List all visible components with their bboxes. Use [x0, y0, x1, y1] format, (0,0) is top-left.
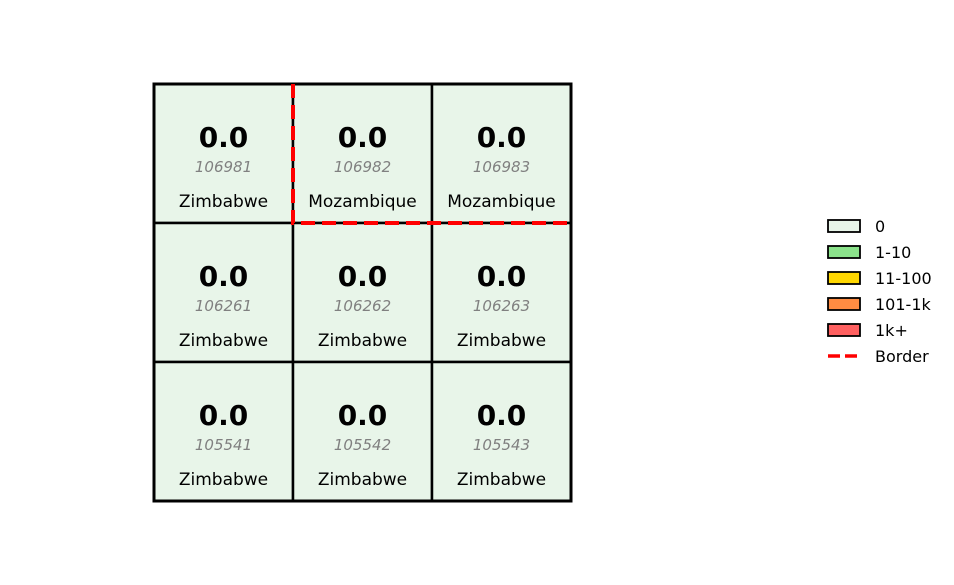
- cell-value: 0.0: [199, 260, 249, 293]
- cell-country: Zimbabwe: [179, 192, 268, 212]
- cell-value: 0.0: [338, 399, 388, 432]
- legend-swatch: [827, 323, 861, 337]
- legend-label: 1k+: [875, 321, 908, 340]
- cell-id: 105543: [473, 436, 530, 454]
- legend-entry: 1k+: [827, 321, 908, 340]
- cells-layer: 0.0 106981 Zimbabwe 0.0 106982 Mozambique 0.0 1…: [152, 82, 573, 503]
- cell-rect: [291, 360, 434, 503]
- legend-entry: 101-1k: [827, 295, 931, 314]
- cell-country: Zimbabwe: [179, 331, 268, 351]
- grid-cell: 0.0 106983 Mozambique: [430, 82, 573, 225]
- legend-label: 0: [875, 217, 885, 236]
- grid-cell: 0.0 105542 Zimbabwe: [291, 360, 434, 503]
- cell-value: 0.0: [338, 260, 388, 293]
- grid-cell: 0.0 106261 Zimbabwe: [152, 221, 295, 364]
- cell-country: Zimbabwe: [179, 470, 268, 490]
- cell-id: 106262: [334, 297, 391, 315]
- cell-value: 0.0: [477, 260, 527, 293]
- cell-country: Zimbabwe: [457, 470, 546, 490]
- legend-label: 11-100: [875, 269, 932, 288]
- cell-value: 0.0: [199, 399, 249, 432]
- legend-entry: 11-100: [827, 269, 932, 288]
- legend-swatch: [827, 245, 861, 259]
- legend-swatch: [827, 219, 861, 233]
- grid-cell: 0.0 106262 Zimbabwe: [291, 221, 434, 364]
- grid-cell: 0.0 105541 Zimbabwe: [152, 360, 295, 503]
- cell-value: 0.0: [477, 121, 527, 154]
- cell-country: Mozambique: [308, 192, 417, 212]
- grid-cell: 0.0 106263 Zimbabwe: [430, 221, 573, 364]
- cell-id: 105542: [334, 436, 391, 454]
- legend-label: 1-10: [875, 243, 911, 262]
- legend-entry: 0: [827, 217, 885, 236]
- cell-rect: [152, 82, 295, 225]
- grid-frame: [152, 82, 573, 503]
- cell-id: 105541: [195, 436, 252, 454]
- border-layer: [291, 84, 571, 225]
- cell-id: 106983: [473, 158, 530, 176]
- grid-cell: 0.0 105543 Zimbabwe: [430, 360, 573, 503]
- cell-id: 106261: [195, 297, 252, 315]
- cell-rect: [430, 221, 573, 364]
- cell-id: 106981: [195, 158, 252, 176]
- cell-id: 106263: [473, 297, 530, 315]
- country-border-line: [291, 84, 571, 225]
- cell-country: Zimbabwe: [318, 331, 407, 351]
- grid-cell: 0.0 106981 Zimbabwe: [152, 82, 295, 225]
- cell-id: 106982: [334, 158, 391, 176]
- cell-country: Zimbabwe: [457, 331, 546, 351]
- legend-entry: 1-10: [827, 243, 911, 262]
- legend-label: 101-1k: [875, 295, 931, 314]
- legend-swatch: [827, 297, 861, 311]
- cell-rect: [291, 82, 434, 225]
- legend-swatch: [827, 271, 861, 285]
- cell-value: 0.0: [477, 399, 527, 432]
- cell-country: Mozambique: [447, 192, 556, 212]
- cell-country: Zimbabwe: [318, 470, 407, 490]
- grid-cell: 0.0 106982 Mozambique: [291, 82, 434, 225]
- legend-label: Border: [875, 347, 929, 366]
- cell-value: 0.0: [338, 121, 388, 154]
- legend-entry: Border: [828, 347, 929, 366]
- cell-value: 0.0: [199, 121, 249, 154]
- legend: 0 1-10 11-100 101-1k 1k+ Border: [827, 217, 932, 366]
